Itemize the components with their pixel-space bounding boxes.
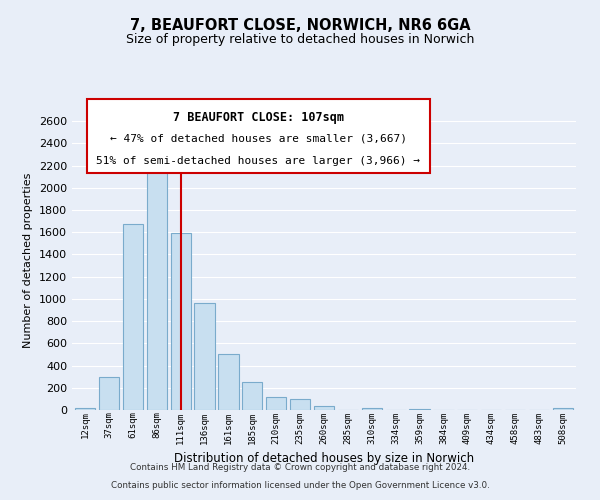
Bar — [99, 377, 119, 410]
Bar — [194, 304, 215, 410]
Text: 7, BEAUFORT CLOSE, NORWICH, NR6 6GA: 7, BEAUFORT CLOSE, NORWICH, NR6 6GA — [130, 18, 470, 32]
Text: ← 47% of detached houses are smaller (3,667): ← 47% of detached houses are smaller (3,… — [110, 134, 407, 144]
Bar — [553, 408, 573, 410]
FancyBboxPatch shape — [87, 100, 430, 173]
Bar — [146, 172, 167, 410]
Bar — [242, 382, 262, 410]
Bar — [170, 234, 191, 410]
Text: Contains public sector information licensed under the Open Government Licence v3: Contains public sector information licen… — [110, 481, 490, 490]
Bar — [218, 354, 239, 410]
Bar — [123, 224, 143, 410]
Bar — [290, 400, 310, 410]
Y-axis label: Number of detached properties: Number of detached properties — [23, 172, 34, 348]
Text: 7 BEAUFORT CLOSE: 107sqm: 7 BEAUFORT CLOSE: 107sqm — [173, 112, 344, 124]
Bar — [314, 406, 334, 410]
X-axis label: Distribution of detached houses by size in Norwich: Distribution of detached houses by size … — [174, 452, 474, 465]
Text: 51% of semi-detached houses are larger (3,966) →: 51% of semi-detached houses are larger (… — [97, 156, 421, 166]
Bar — [266, 396, 286, 410]
Text: Size of property relative to detached houses in Norwich: Size of property relative to detached ho… — [126, 32, 474, 46]
Bar — [362, 408, 382, 410]
Text: Contains HM Land Registry data © Crown copyright and database right 2024.: Contains HM Land Registry data © Crown c… — [130, 464, 470, 472]
Bar — [75, 408, 95, 410]
